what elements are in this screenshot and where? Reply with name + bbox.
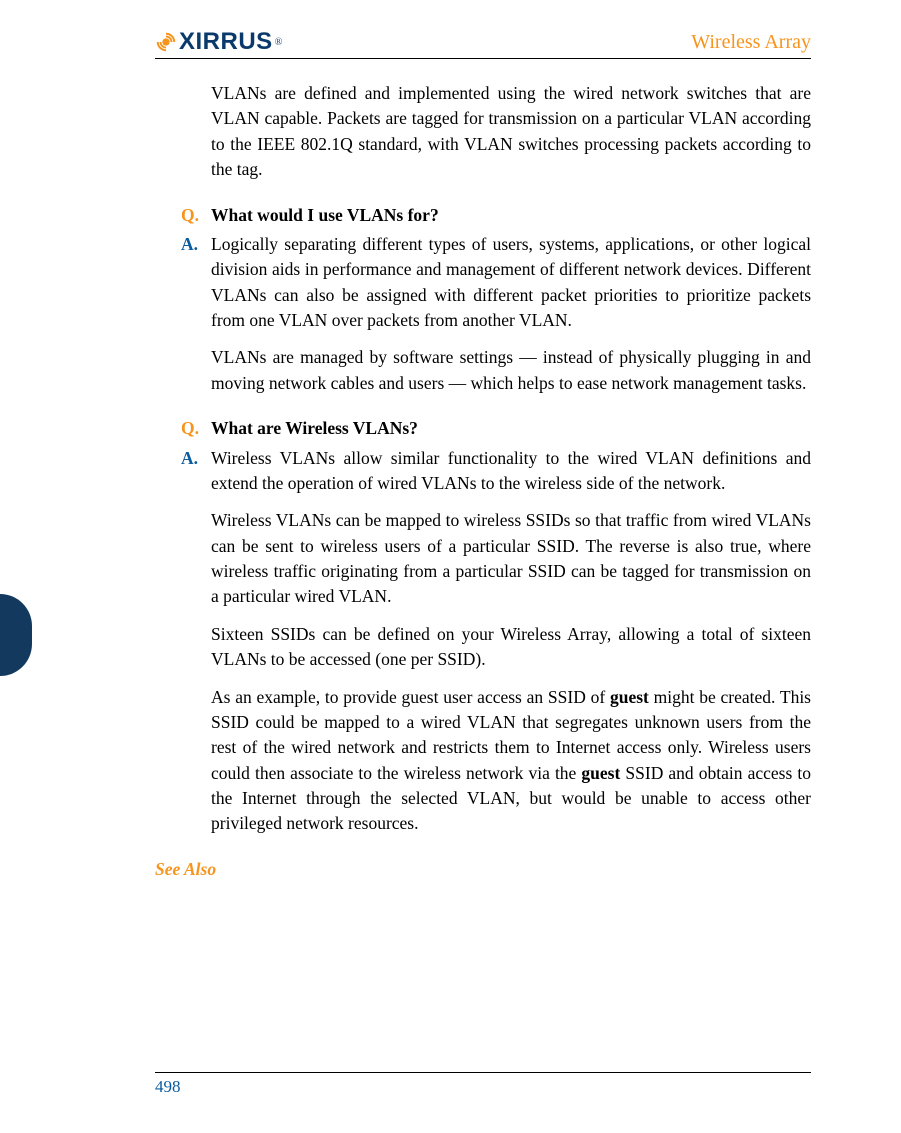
answer-paragraph: Wireless VLANs allow similar functionali…	[211, 446, 811, 497]
document-title: Wireless Array	[691, 31, 811, 54]
answer-body: Wireless VLANs allow similar functionali…	[211, 446, 811, 837]
bold-term: guest	[581, 763, 620, 783]
answer-paragraph: Logically separating different types of …	[211, 232, 811, 334]
page-container: XIRRUS® Wireless Array VLANs are defined…	[0, 0, 901, 1133]
text-run: As an example, to provide guest user acc…	[211, 687, 610, 707]
page-header: XIRRUS® Wireless Array	[155, 28, 811, 59]
qa-block-2: Q. What are Wireless VLANs? A. Wireless …	[155, 416, 811, 837]
question-row: Q. What would I use VLANs for?	[181, 203, 811, 228]
question-row: Q. What are Wireless VLANs?	[181, 416, 811, 441]
answer-row: A. Logically separating different types …	[181, 232, 811, 396]
qa-block-1: Q. What would I use VLANs for? A. Logica…	[155, 203, 811, 397]
page-number: 498	[155, 1077, 181, 1096]
question-text: What are Wireless VLANs?	[211, 416, 811, 441]
intro-paragraph: VLANs are defined and implemented using …	[211, 81, 811, 183]
page-content: VLANs are defined and implemented using …	[155, 81, 811, 882]
question-text: What would I use VLANs for?	[211, 203, 811, 228]
question-marker: Q.	[181, 416, 211, 441]
answer-paragraph: Sixteen SSIDs can be defined on your Wir…	[211, 622, 811, 673]
brand-registered-mark: ®	[275, 37, 283, 48]
question-marker: Q.	[181, 203, 211, 228]
answer-paragraph: VLANs are managed by software settings —…	[211, 345, 811, 396]
answer-body: Logically separating different types of …	[211, 232, 811, 396]
brand-logo: XIRRUS®	[155, 28, 282, 56]
answer-paragraph-rich: As an example, to provide guest user acc…	[211, 685, 811, 837]
brand-logo-text: XIRRUS	[179, 28, 273, 56]
page-footer: 498	[155, 1072, 811, 1097]
brand-logo-icon	[155, 31, 177, 53]
bold-term: guest	[610, 687, 649, 707]
see-also-heading: See Also	[155, 857, 811, 882]
answer-marker: A.	[181, 232, 211, 396]
answer-marker: A.	[181, 446, 211, 837]
answer-paragraph: Wireless VLANs can be mapped to wireless…	[211, 508, 811, 610]
answer-row: A. Wireless VLANs allow similar function…	[181, 446, 811, 837]
